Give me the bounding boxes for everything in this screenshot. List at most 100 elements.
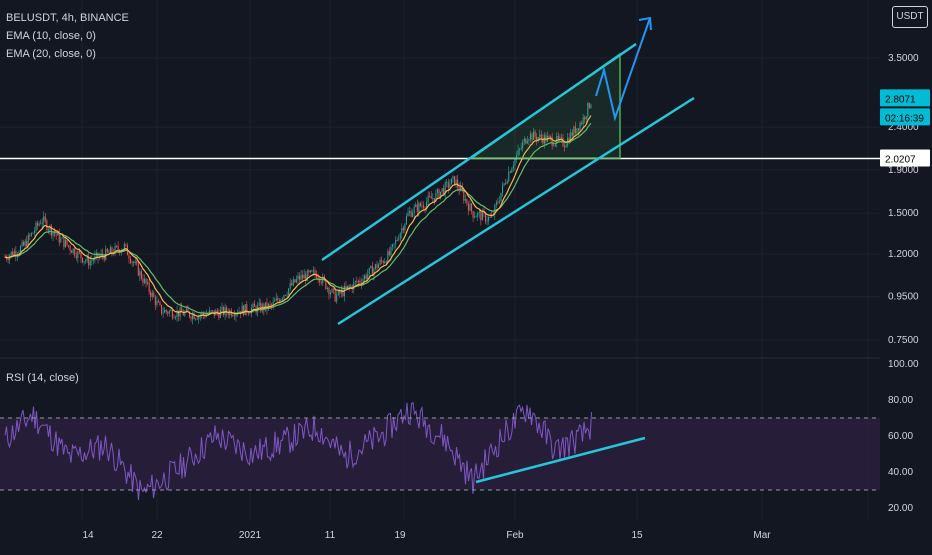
candle-body bbox=[13, 251, 15, 256]
candle-body bbox=[305, 274, 307, 281]
candle-body bbox=[440, 191, 442, 198]
candle-body bbox=[238, 311, 240, 314]
candle-body bbox=[517, 149, 519, 156]
candle-body bbox=[176, 310, 178, 317]
candle-body bbox=[55, 233, 57, 236]
price-tag-box bbox=[880, 108, 930, 126]
candle-body bbox=[111, 247, 113, 253]
ema20-legend[interactable]: EMA (20, close, 0) bbox=[6, 48, 96, 60]
price-tick-label: 3.5000 bbox=[888, 53, 919, 64]
chart-grid bbox=[0, 0, 880, 520]
candle-body bbox=[576, 128, 578, 133]
candle-body bbox=[117, 246, 119, 250]
candle-body bbox=[457, 179, 459, 188]
candle-body bbox=[557, 136, 559, 139]
candle-body bbox=[291, 283, 293, 286]
candle-body bbox=[86, 257, 88, 261]
candle-body bbox=[402, 228, 404, 231]
projection-arrowhead bbox=[638, 16, 652, 31]
candle-body bbox=[548, 136, 550, 137]
rsi-legend[interactable]: RSI (14, close) bbox=[6, 372, 79, 384]
candle-body bbox=[354, 281, 356, 283]
candle-body bbox=[540, 134, 542, 139]
candle-body bbox=[182, 312, 184, 316]
candle-body bbox=[367, 274, 369, 279]
candle-body bbox=[359, 280, 361, 283]
candle-body bbox=[35, 222, 37, 232]
ema10-legend[interactable]: EMA (10, close, 0) bbox=[6, 30, 96, 42]
candle-body bbox=[385, 261, 387, 263]
candle-body bbox=[564, 146, 566, 148]
candle-body bbox=[243, 305, 245, 316]
candle-body bbox=[509, 171, 511, 173]
candle-body bbox=[416, 204, 418, 212]
currency-unit-button[interactable]: USDT bbox=[892, 6, 928, 28]
drawings-layer[interactable] bbox=[0, 16, 880, 484]
candle-body bbox=[85, 260, 87, 262]
projection-arrow bbox=[595, 17, 651, 122]
candle-body bbox=[97, 252, 99, 259]
candle-body bbox=[379, 260, 381, 265]
candle-body bbox=[461, 186, 463, 192]
candle-body bbox=[185, 308, 187, 313]
time-tick-label: 11 bbox=[325, 530, 336, 541]
candle-body bbox=[337, 290, 339, 295]
candle-body bbox=[171, 310, 173, 318]
candle-body bbox=[506, 181, 508, 184]
candle-body bbox=[350, 285, 352, 287]
candle-body bbox=[353, 282, 355, 290]
candle-body bbox=[134, 261, 136, 263]
candle-body bbox=[340, 289, 342, 294]
candle-body bbox=[114, 245, 116, 254]
candle-body bbox=[421, 205, 423, 207]
candle-body bbox=[63, 237, 65, 248]
candle-body bbox=[495, 202, 497, 205]
symbol-title[interactable]: BELUSDT, 4h, BINANCE bbox=[6, 12, 129, 24]
candle-body bbox=[381, 260, 383, 262]
price-tag-box bbox=[880, 149, 930, 167]
candle-body bbox=[18, 252, 20, 255]
candle-body bbox=[68, 245, 70, 247]
candle-body bbox=[88, 257, 90, 266]
candle-body bbox=[78, 251, 80, 253]
candle-body bbox=[484, 213, 487, 222]
candle-body bbox=[161, 304, 163, 314]
candle-body bbox=[223, 307, 225, 315]
candle-body bbox=[529, 133, 531, 140]
candle-body bbox=[122, 248, 124, 251]
candle-body bbox=[64, 240, 66, 248]
candle-body bbox=[29, 235, 31, 236]
candle-body bbox=[356, 281, 358, 283]
rsi-band bbox=[0, 418, 880, 490]
candle-body bbox=[294, 279, 296, 283]
candle-body bbox=[489, 217, 491, 218]
candle-body bbox=[464, 199, 466, 201]
candle-body bbox=[585, 116, 587, 120]
candle-body bbox=[357, 280, 359, 283]
candle-body bbox=[128, 255, 130, 259]
candle-body bbox=[201, 312, 203, 316]
time-tick-label: 14 bbox=[82, 530, 94, 541]
rsi-tick-label: 20.00 bbox=[888, 503, 913, 514]
candle-body bbox=[165, 309, 167, 312]
candle-body bbox=[396, 240, 398, 241]
candle-body bbox=[508, 171, 510, 182]
candle-body bbox=[168, 310, 170, 314]
candle-body bbox=[432, 198, 434, 199]
candle-body bbox=[542, 138, 544, 144]
candle-body bbox=[491, 214, 493, 218]
candle-body bbox=[511, 168, 513, 173]
candle-body bbox=[140, 271, 142, 279]
candle-body bbox=[212, 310, 214, 312]
candle-body bbox=[571, 132, 573, 136]
candle-body bbox=[523, 138, 525, 143]
candle-body bbox=[474, 216, 476, 218]
candle-body bbox=[539, 134, 541, 138]
candle-body bbox=[477, 212, 479, 217]
candle-body bbox=[382, 261, 384, 264]
candle-body bbox=[246, 304, 248, 313]
candle-body bbox=[147, 282, 149, 284]
candle-body bbox=[329, 292, 332, 295]
